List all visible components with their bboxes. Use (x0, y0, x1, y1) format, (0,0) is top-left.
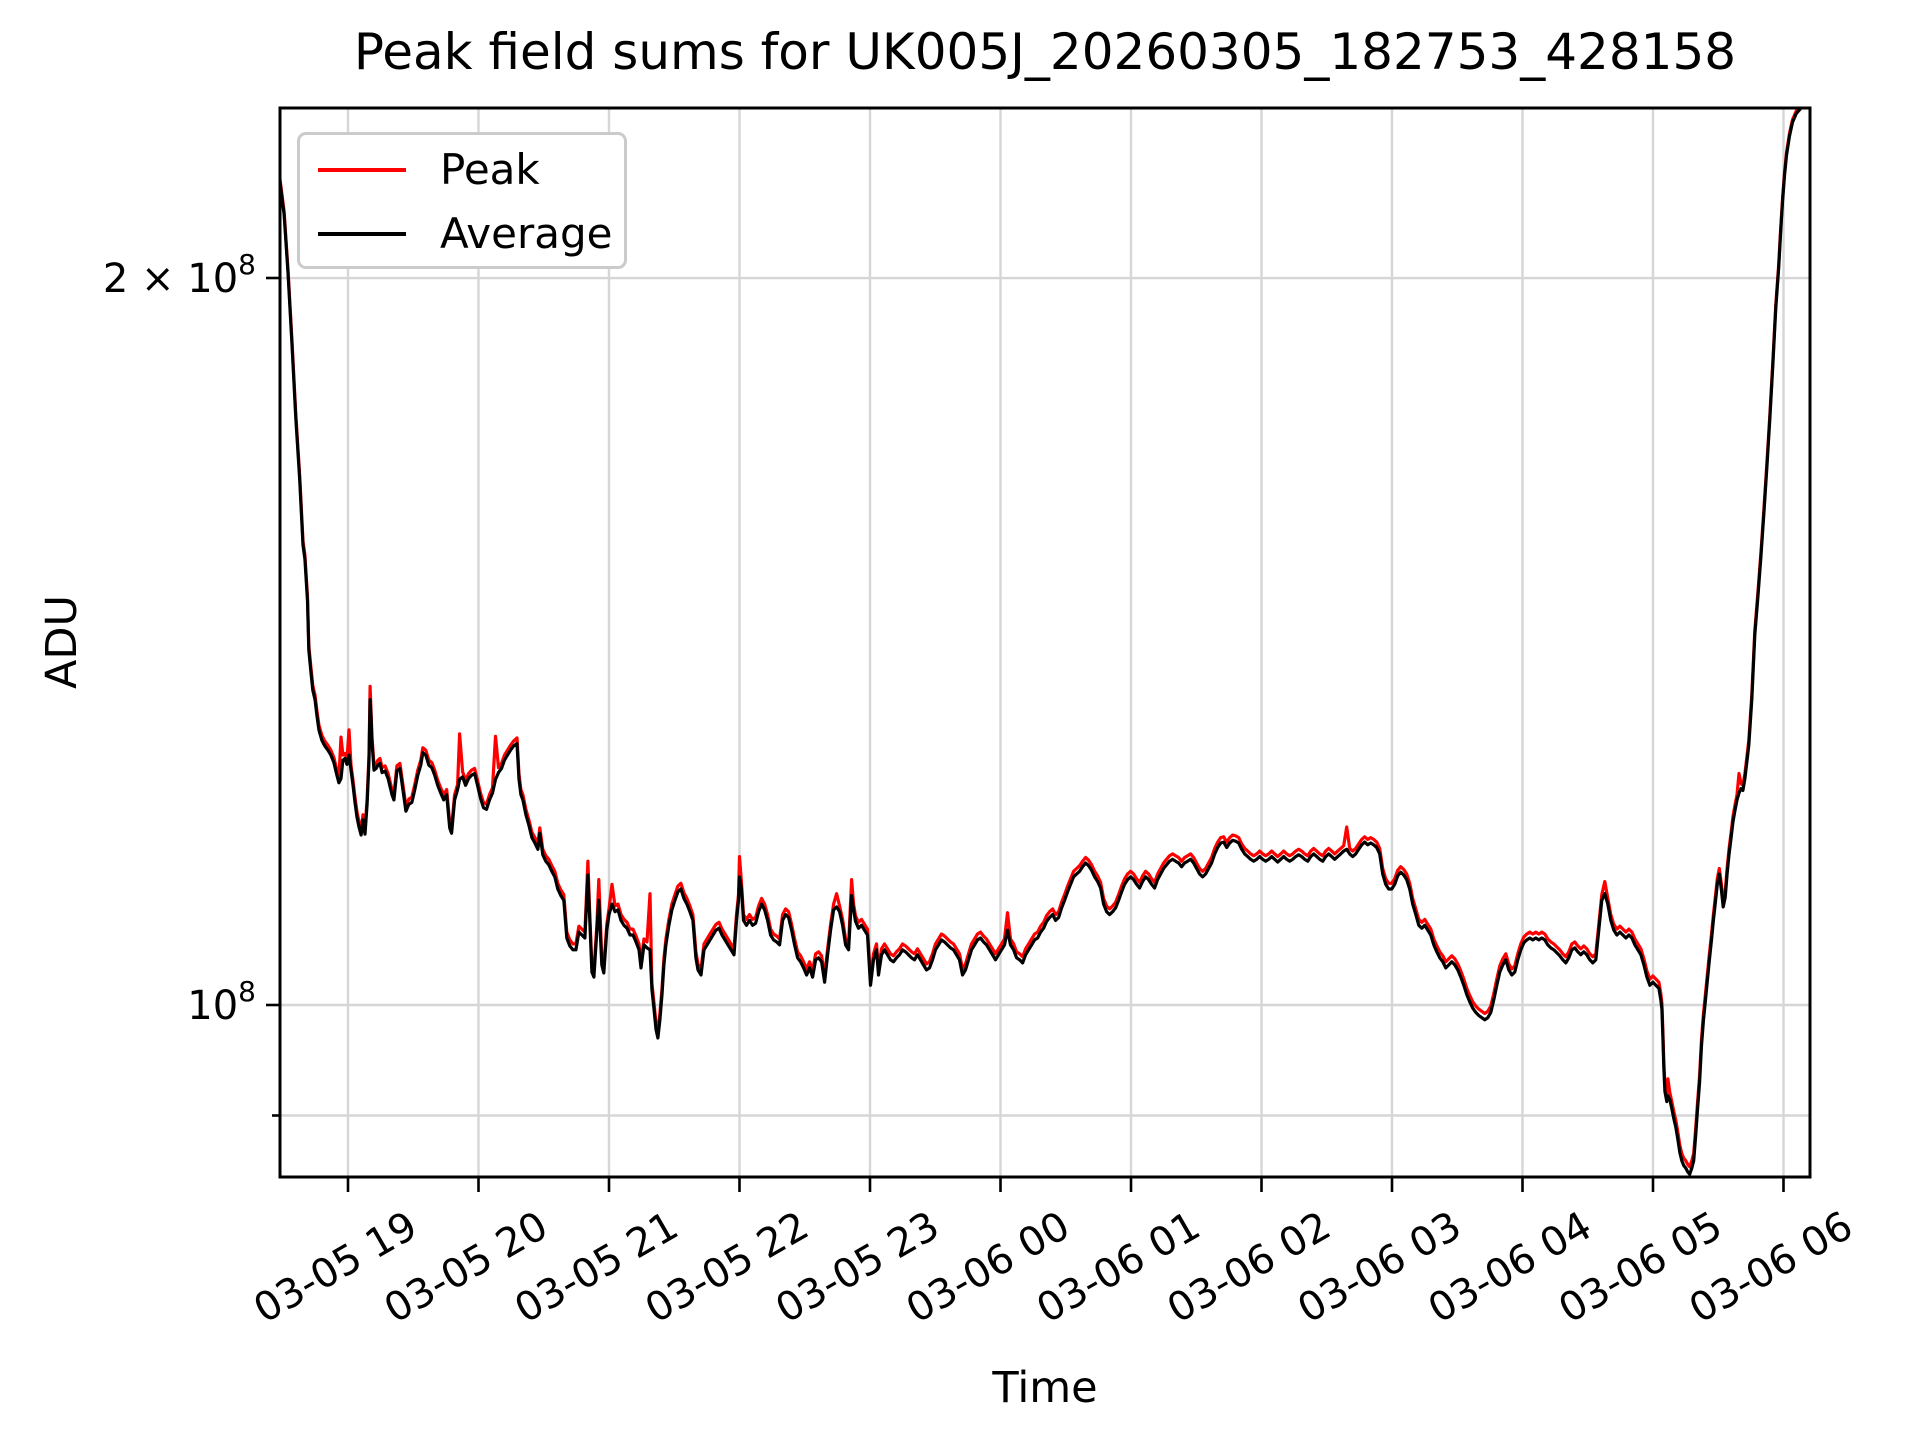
y-tick-label: 2 × 108 (103, 248, 256, 302)
average-line-swatch (318, 232, 406, 236)
tick-marks (266, 276, 1785, 1192)
chart-title: Peak field sums for UK005J_20260305_1827… (353, 23, 1737, 81)
legend-item-peak: Peak (318, 148, 540, 192)
y-axis-label: ADU (37, 595, 87, 689)
plot-border (278, 106, 1812, 1179)
x-axis-label: Time (992, 1363, 1098, 1413)
average-series-line (280, 108, 1804, 1176)
legend-item-average: Average (318, 212, 612, 256)
legend-label-peak: Peak (440, 145, 540, 194)
peak-line-swatch (318, 168, 406, 172)
y-tick-label: 108 (187, 975, 256, 1029)
legend-box: Peak Average (297, 132, 627, 269)
gridlines (280, 108, 1810, 1177)
legend-label-average: Average (440, 209, 613, 258)
